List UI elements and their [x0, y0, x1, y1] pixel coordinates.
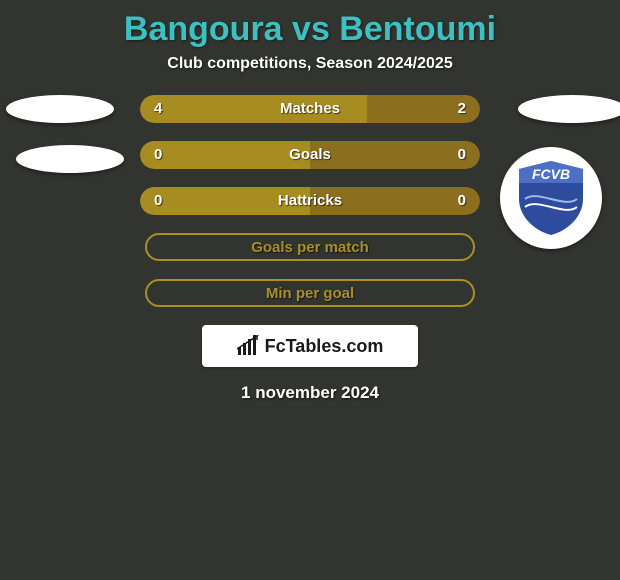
stat-row: 42Matches — [140, 95, 480, 123]
page-title: Bangoura vs Bentoumi — [0, 0, 620, 49]
branding-text: FcTables.com — [265, 336, 384, 357]
bar-chart-icon — [237, 335, 259, 357]
stat-row: 00Hattricks — [140, 187, 480, 215]
stat-label: Matches — [140, 95, 480, 123]
date-line: 1 november 2024 — [0, 383, 620, 403]
stat-row: 00Goals — [140, 141, 480, 169]
branding-box: FcTables.com — [202, 325, 418, 367]
shield-icon: FCVB — [515, 159, 587, 237]
stat-row-empty: Min per goal — [145, 279, 475, 307]
club-badge-right: FCVB — [500, 147, 602, 249]
player-left-avatar-placeholder-1 — [6, 95, 114, 123]
player-left-avatar-placeholder-2 — [16, 145, 124, 173]
stat-label: Goals — [140, 141, 480, 169]
subtitle: Club competitions, Season 2024/2025 — [0, 55, 620, 73]
stat-row-empty: Goals per match — [145, 233, 475, 261]
svg-text:FCVB: FCVB — [532, 166, 570, 182]
stat-rows: 42Matches 00Goals 00Hattricks Goals per mat… — [140, 95, 480, 307]
player-right-avatar-placeholder — [518, 95, 620, 123]
stat-label: Hattricks — [140, 187, 480, 215]
comparison-arena: FCVB 42Matches 00Goals 00Hattricks Goals pe… — [0, 95, 620, 403]
